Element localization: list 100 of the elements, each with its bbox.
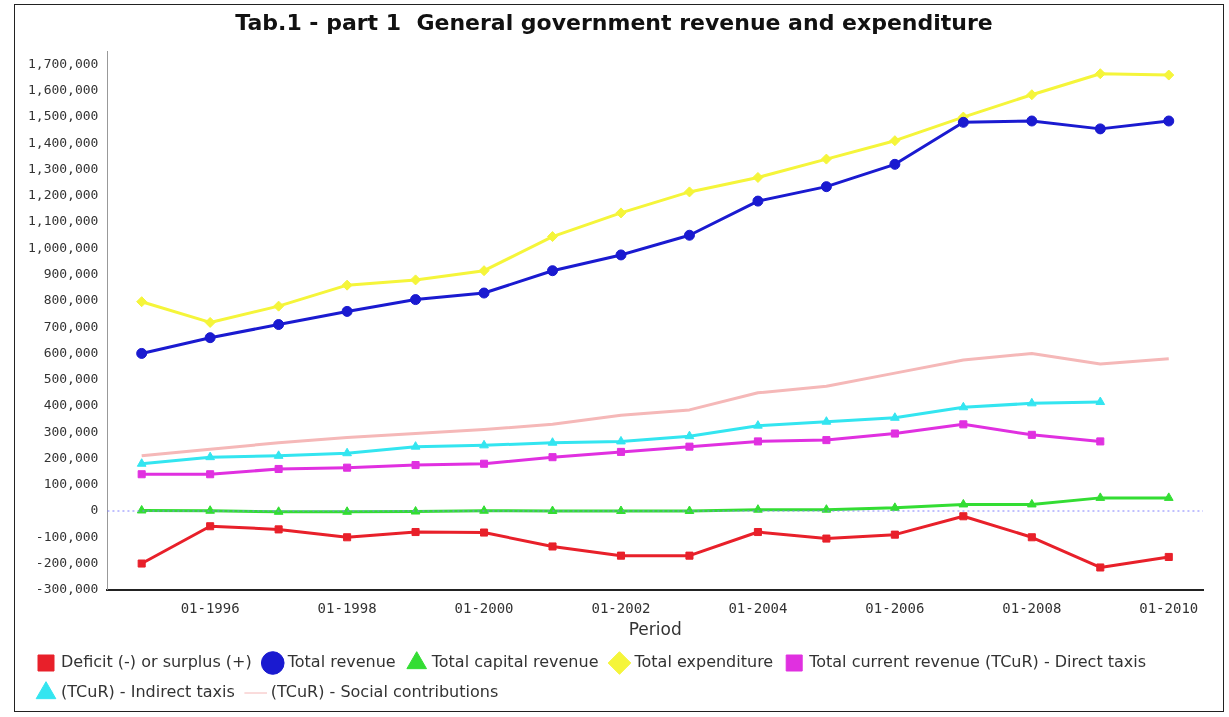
point [753,420,763,429]
point [1096,437,1105,446]
point [890,530,899,539]
point [1026,115,1038,127]
y-tick-label: 1,700,000 [27,55,99,71]
point [548,453,557,462]
x-tick-label: 01-2002 [591,599,651,616]
point [273,450,284,459]
point [1027,533,1036,542]
point [137,559,146,568]
point [615,207,627,219]
point [958,498,969,508]
x-tick-label: 01-1996 [180,599,240,616]
legend-label: Deficit (-) or surplus (+) [61,652,252,672]
point [480,459,489,468]
point [889,158,901,170]
y-tick-label: 400,000 [43,397,99,413]
point [1164,552,1173,562]
y-tick-label: 1,600,000 [27,82,99,98]
point [753,527,762,537]
point [410,274,422,286]
point [137,470,146,479]
y-tick-label: 100,000 [43,476,99,492]
point [616,551,626,560]
point [684,430,695,440]
x-tick-label: 01-2006 [865,599,925,616]
y-tick-label: 1,100,000 [27,213,99,229]
y-tick-label: -100,000 [35,528,99,544]
point [957,116,969,128]
point [411,527,420,537]
point [206,470,215,479]
legend-label: (TCuR) - Social contributions [270,682,499,702]
point [478,265,490,277]
point [274,464,283,474]
point [959,512,968,521]
point [1163,115,1175,127]
point [479,439,489,449]
point [890,412,900,421]
y-tick-label: 700,000 [43,318,99,334]
point [616,447,626,456]
point [206,522,215,531]
legend-label: Total revenue [286,652,396,672]
point [615,249,627,261]
point [1163,492,1174,501]
y-tick-label: 1,000,000 [27,239,99,255]
point [683,186,695,198]
x-tick-label: 01-2000 [454,599,514,616]
point [821,416,832,425]
point [820,181,832,193]
point [411,461,420,470]
point [753,437,762,446]
y-tick-label: 300,000 [43,423,99,439]
point [1094,123,1106,135]
point [616,435,626,445]
point [478,287,490,299]
point [205,451,215,461]
y-tick-label: 800,000 [43,292,99,308]
point [480,528,489,537]
y-tick-label: 1,400,000 [27,134,99,150]
point [685,551,694,560]
point [136,296,148,308]
x-tick-label: 01-2008 [1002,599,1062,616]
y-tick-label: 1,500,000 [27,108,99,124]
point [890,429,899,438]
x-tick-label: 01-2010 [1139,599,1199,616]
point [204,332,216,344]
y-tick-label: 1,200,000 [27,187,99,203]
y-tick-label: 500,000 [43,371,99,387]
x-axis-title: Period [628,619,682,640]
point [136,458,147,467]
point [1095,492,1106,501]
point [343,533,352,542]
y-tick-label: -200,000 [35,554,99,570]
point [752,171,764,183]
point [273,319,285,331]
point [204,316,216,328]
point [1026,498,1037,508]
point [548,542,557,551]
point [342,447,352,457]
point [410,294,422,306]
point [822,534,831,543]
y-tick-label: 600,000 [43,344,99,360]
point [341,305,353,317]
legend-label: (TCuR) - Indirect taxis [61,682,235,702]
point [547,265,559,277]
legend-label: Total expenditure [633,652,774,672]
point [547,231,559,243]
point [820,153,832,165]
point [685,442,694,451]
point [1095,396,1106,406]
point [1163,69,1175,81]
point [410,441,421,450]
point [547,437,558,446]
y-tick-label: 0 [90,502,99,518]
point [274,525,283,534]
x-tick-label: 01-1998 [317,599,377,616]
point [889,135,901,147]
point [752,195,764,207]
point [136,347,148,359]
y-tick-label: 1,300,000 [27,160,99,176]
